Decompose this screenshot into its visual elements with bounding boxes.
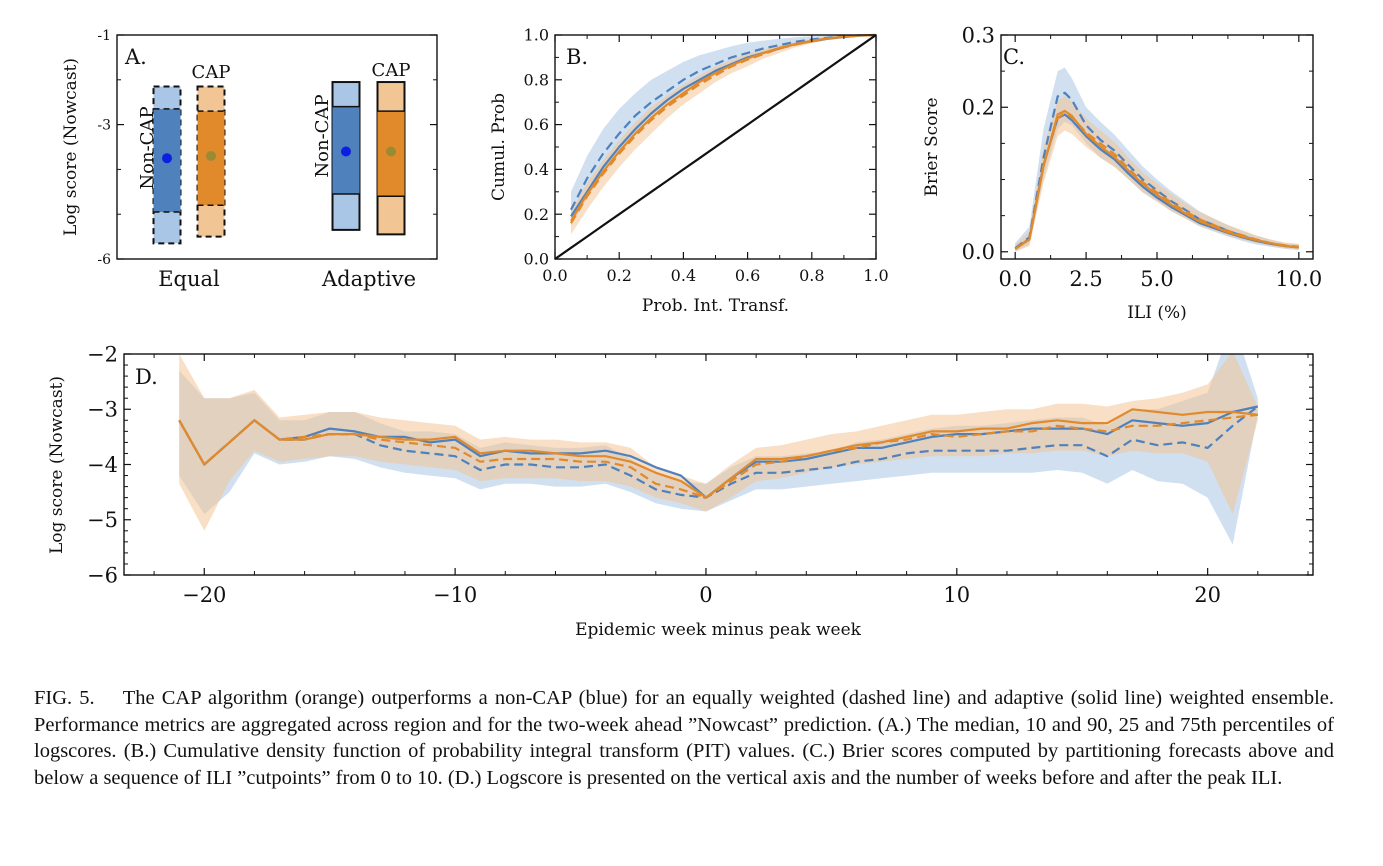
x-tick-label: 10.0 bbox=[1275, 267, 1322, 291]
x-axis-label: ILI (%) bbox=[1127, 303, 1187, 323]
caption-label: FIG. 5. bbox=[34, 687, 95, 709]
band-non-cap-equal bbox=[1015, 67, 1299, 252]
panel-a-boxplot: -1 -3 -6 Log score (Nowcast) A. Non-CAP CAP Non… bbox=[61, 28, 438, 291]
box-series-label: Non-CAP bbox=[137, 106, 158, 189]
y-tick-label: -1 bbox=[97, 28, 111, 44]
box-series-label: CAP bbox=[192, 62, 231, 83]
y-tick-label: 0.8 bbox=[524, 70, 549, 89]
y-tick-label: 0.2 bbox=[524, 205, 549, 224]
series-cap-adaptive bbox=[1014, 109, 1299, 250]
panel-b-pit-cdf: 0.00.0 0.2 0.2 0.4 0.4 0.6 0.6 0.8 0.8 1.0 1.0 B. Pr… bbox=[489, 26, 889, 316]
y-tick-label: 0.6 bbox=[524, 115, 549, 134]
plot-frame bbox=[116, 34, 438, 260]
y-axis-label: Log score (Nowcast) bbox=[61, 58, 81, 236]
panel-label: D. bbox=[135, 365, 158, 389]
x-tick-label: 0 bbox=[699, 583, 712, 607]
y-tick-label: -6 bbox=[97, 252, 111, 268]
x-tick-label: 0.8 bbox=[799, 266, 824, 285]
y-axis-label: Cumul. Prob bbox=[489, 93, 509, 201]
x-tick-label: 0.0 bbox=[998, 267, 1031, 291]
panel-c-brier-score: 0.0 0.2 0.3 0.0 2.5 5.0 10.0 C. ILI (%) Brier Sco… bbox=[922, 23, 1322, 323]
y-tick-label: −5 bbox=[87, 508, 118, 532]
figure-5: -1 -3 -6 Log score (Nowcast) A. Non-CAP CAP Non… bbox=[47, 23, 1322, 640]
series-cap-adaptive bbox=[570, 33, 877, 222]
x-tick-label: −10 bbox=[433, 583, 477, 607]
group-label: Adaptive bbox=[321, 267, 416, 291]
x-tick-label: 20 bbox=[1194, 583, 1221, 607]
y-tick-label: 0.3 bbox=[962, 23, 995, 47]
y-tick-label: 0.2 bbox=[962, 96, 995, 120]
x-tick-label: 0.0 bbox=[542, 266, 567, 285]
panel-label: C. bbox=[1003, 45, 1025, 69]
panel-label: B. bbox=[566, 45, 588, 69]
x-axis-label: Epidemic week minus peak week bbox=[575, 620, 862, 640]
y-tick-label: 1.0 bbox=[524, 26, 549, 45]
box-median bbox=[386, 146, 396, 157]
y-tick-label: 0.4 bbox=[524, 160, 549, 179]
y-tick-label: −3 bbox=[87, 398, 118, 422]
y-tick-label: −6 bbox=[87, 563, 118, 587]
box-series-label: CAP bbox=[372, 60, 411, 81]
x-tick-label: 0.6 bbox=[735, 266, 760, 285]
y-tick-label: −4 bbox=[87, 453, 118, 477]
x-tick-label: 10 bbox=[943, 583, 970, 607]
x-axis-label: Prob. Int. Transf. bbox=[642, 296, 789, 316]
box-median bbox=[206, 150, 216, 161]
figure-caption: FIG. 5. The CAP algorithm (orange) outpe… bbox=[34, 685, 1334, 791]
box-series-label: Non-CAP bbox=[312, 94, 333, 177]
y-axis-label: Brier Score bbox=[922, 97, 942, 196]
panel-label: A. bbox=[124, 45, 147, 69]
series-cap-equal bbox=[1014, 111, 1299, 250]
y-tick-label: 0.0 bbox=[962, 240, 995, 264]
x-tick-label: 0.2 bbox=[606, 266, 631, 285]
band-cap-equal bbox=[571, 35, 876, 235]
x-tick-label: 5.0 bbox=[1140, 267, 1173, 291]
y-axis-label: Log score (Nowcast) bbox=[47, 376, 67, 554]
series-identity bbox=[554, 34, 877, 260]
panel-d-logscore-by-week: −6 −5 −4 −3 −2 −20 −10 0 10 20 D. Epidemic week min… bbox=[47, 342, 1314, 640]
box-median bbox=[341, 146, 351, 157]
band-cap-equal bbox=[179, 354, 1258, 531]
x-tick-label: −20 bbox=[182, 583, 226, 607]
x-tick-label: 2.5 bbox=[1069, 267, 1102, 291]
y-tick-label: −2 bbox=[87, 342, 118, 366]
y-tick-label: -3 bbox=[97, 118, 111, 134]
caption-text: The CAP algorithm (orange) outperforms a… bbox=[34, 687, 1334, 789]
x-tick-label: 1.0 bbox=[863, 266, 888, 285]
x-tick-label: 0.4 bbox=[671, 266, 696, 285]
y-tick-label: 0.0 bbox=[524, 250, 549, 269]
panel-d-series bbox=[178, 354, 1259, 545]
series-cap-adaptive bbox=[178, 408, 1258, 499]
group-label: Equal bbox=[158, 267, 220, 291]
box-median bbox=[162, 153, 172, 164]
